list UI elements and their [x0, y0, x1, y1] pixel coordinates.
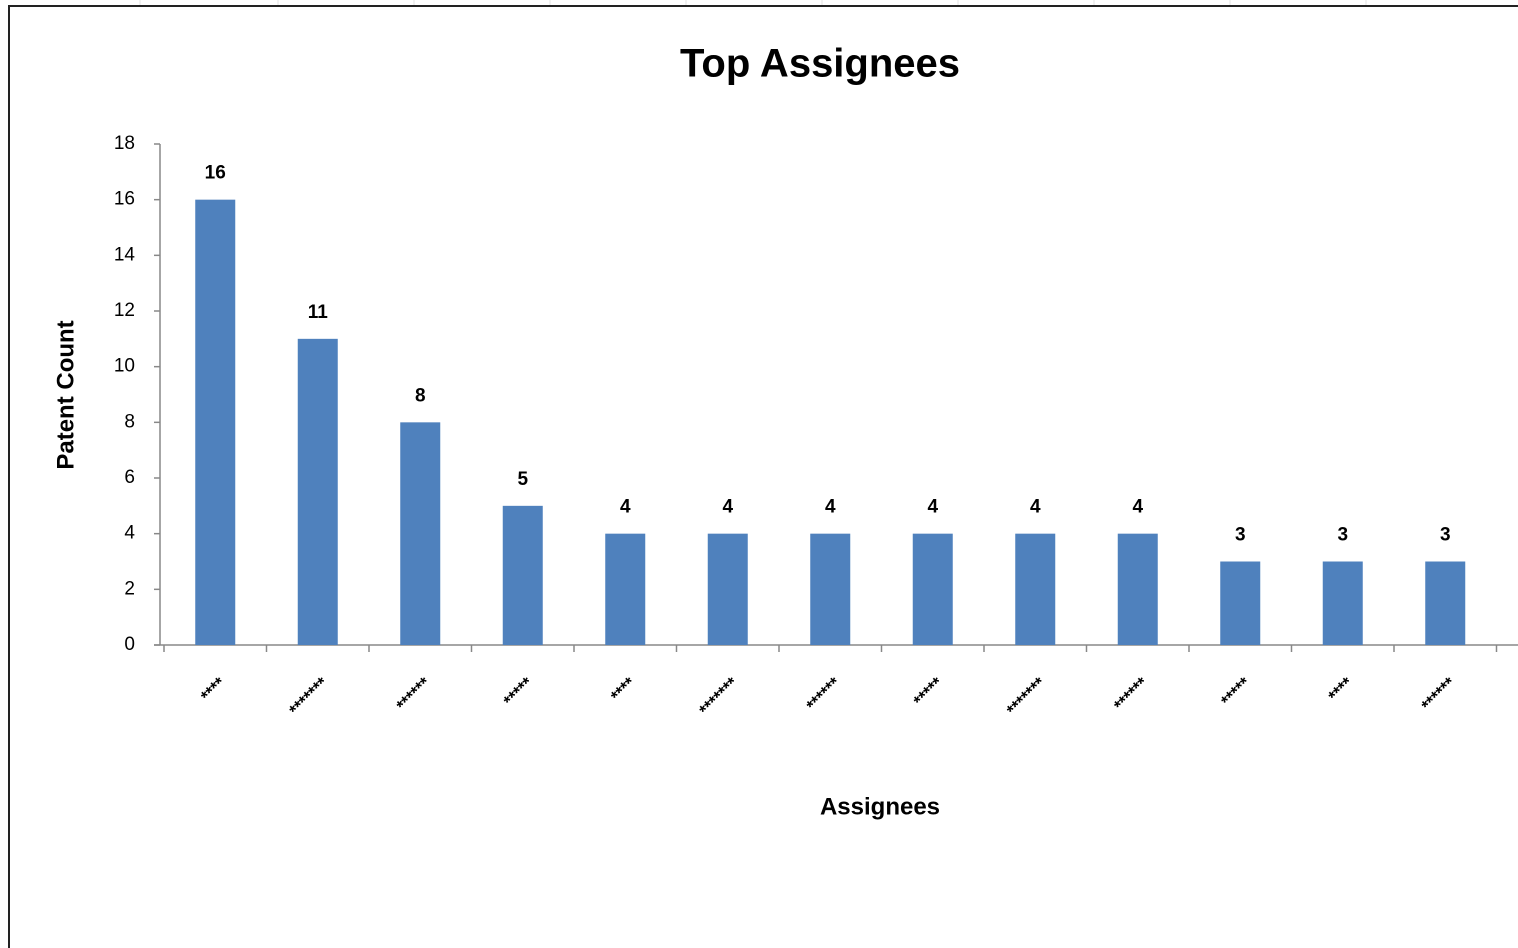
- y-tick-label: 12: [114, 300, 135, 321]
- bar: [1117, 533, 1158, 645]
- value-label: 4: [620, 497, 631, 518]
- y-tick-label: 6: [124, 467, 135, 488]
- y-tick-label: 14: [114, 244, 136, 265]
- y-tick-label: 18: [114, 133, 135, 154]
- y-tick-label: 2: [124, 578, 135, 599]
- value-label: 16: [205, 163, 226, 184]
- bar: [707, 533, 748, 645]
- y-tick-label: 0: [124, 634, 135, 655]
- value-label: 11: [308, 302, 329, 323]
- bar: [1220, 561, 1261, 645]
- y-tick-label: 4: [124, 523, 135, 544]
- chart-title: Top Assignees: [680, 42, 960, 86]
- bar: [502, 505, 543, 645]
- value-label: 4: [1132, 497, 1143, 518]
- bar: [297, 338, 338, 645]
- y-axis-label: Patent Count: [52, 320, 79, 469]
- bar: [1322, 561, 1363, 645]
- value-label: 4: [1030, 497, 1041, 518]
- bar: [400, 422, 441, 645]
- bar: [810, 533, 851, 645]
- value-label: 4: [825, 497, 836, 518]
- x-axis-label: Assignees: [820, 793, 940, 820]
- value-label: 3: [1440, 525, 1451, 546]
- bar: [605, 533, 646, 645]
- value-label: 3: [1235, 525, 1246, 546]
- value-label: 4: [722, 497, 733, 518]
- bar: [912, 533, 953, 645]
- value-label: 3: [1337, 525, 1348, 546]
- value-label: 5: [517, 469, 528, 490]
- y-tick-label: 16: [114, 189, 135, 210]
- bar: [1015, 533, 1056, 645]
- y-tick-label: 8: [124, 411, 135, 432]
- bar: [195, 199, 236, 645]
- value-label: 4: [927, 497, 938, 518]
- bar: [1425, 561, 1466, 645]
- y-tick-label: 10: [114, 356, 135, 377]
- value-label: 8: [415, 385, 426, 406]
